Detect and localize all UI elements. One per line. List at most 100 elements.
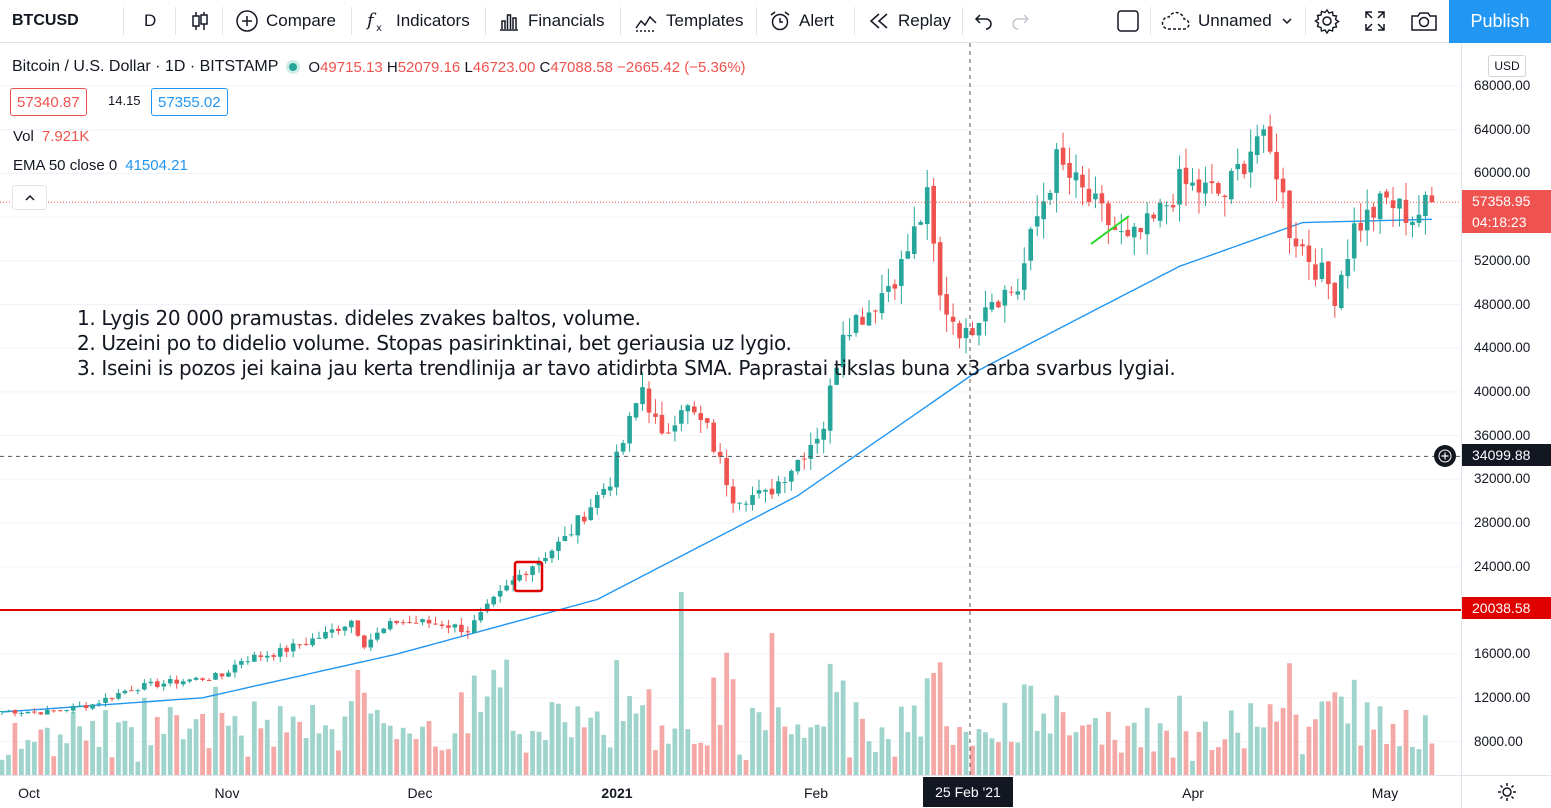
snapshot-button[interactable] (1410, 0, 1438, 42)
templates-label: Templates (666, 11, 744, 30)
volume-bar (879, 727, 885, 775)
price-chart[interactable] (0, 43, 1461, 775)
layout-selector[interactable]: Unnamed (1160, 0, 1294, 42)
candle-body (387, 621, 393, 630)
candle-body (1125, 229, 1131, 237)
candle-body (834, 367, 839, 385)
price-tick-label: 24000.00 (1474, 558, 1531, 574)
candle-body (905, 251, 911, 259)
collapse-legend-button[interactable] (12, 185, 47, 210)
candle-body (148, 681, 154, 684)
symbol-title[interactable]: Bitcoin / U.S. Dollar · 1D · BITSTAMP (12, 58, 279, 75)
volume-bar (1015, 742, 1021, 775)
volume-bar (963, 731, 969, 775)
volume-bar (57, 734, 63, 775)
price-axis[interactable]: USD 68000.0064000.0060000.0056000.005200… (1461, 43, 1551, 775)
chevron-up-icon (24, 194, 35, 201)
candle-body (899, 259, 904, 286)
fullscreen-button[interactable] (1363, 0, 1387, 42)
templates-button[interactable]: Templates (634, 0, 743, 42)
candle-body (400, 622, 406, 624)
volume-bar (1054, 695, 1060, 775)
volume-bar (937, 662, 943, 775)
volume-bar (1047, 733, 1053, 775)
volume-bar (1144, 707, 1150, 775)
candle-body (1216, 183, 1221, 194)
text-annotation[interactable]: 1. Lygis 20 000 pramustas. dideles zvake… (77, 306, 1176, 381)
candle-body (213, 673, 218, 680)
candle-body (1345, 259, 1351, 277)
undo-button[interactable] (974, 0, 994, 42)
candle-body (983, 307, 988, 322)
currency-button[interactable]: USD (1488, 55, 1526, 77)
volume-bar (704, 745, 710, 775)
volume-bar (517, 734, 522, 775)
sell-price-box[interactable]: 57340.87 (10, 88, 87, 116)
candle-body (64, 710, 69, 712)
price-tick-label: 32000.00 (1474, 471, 1531, 487)
volume-bar (1319, 701, 1325, 775)
candle-body (1067, 162, 1072, 178)
volume-bar (77, 726, 83, 775)
volume-bar (698, 742, 704, 775)
axis-settings-button[interactable] (1461, 775, 1551, 808)
alert-button[interactable]: Alert (769, 0, 834, 42)
price-tick-label: 60000.00 (1474, 165, 1531, 181)
time-label-nov: Nov (214, 785, 240, 801)
ema-legend[interactable]: EMA 50 close 0 41504.21 (13, 157, 188, 174)
fullscreen-select-button[interactable] (1116, 0, 1140, 42)
volume-bar (232, 716, 238, 775)
candle-body (659, 414, 665, 434)
candle-body (1099, 193, 1105, 204)
volume-bar (141, 697, 147, 775)
volume-bar (116, 722, 121, 775)
volume-bar (769, 633, 775, 775)
compare-button[interactable]: Compare (235, 0, 336, 42)
volume-bar (1325, 701, 1331, 775)
volume-legend[interactable]: Vol 7.921K (13, 128, 89, 145)
publish-button[interactable]: Publish (1449, 0, 1551, 43)
interval-selector[interactable]: D (144, 0, 156, 42)
add-alert-plus-button[interactable] (1434, 445, 1456, 467)
bar-chart-icon (500, 14, 518, 31)
volume-bar (148, 745, 154, 775)
candle-body (582, 516, 587, 522)
candle-body (1410, 221, 1415, 226)
redo-button[interactable] (1010, 0, 1030, 42)
volume-bar (478, 711, 484, 775)
time-axis[interactable]: Oct Nov Dec 2021 Feb Apr May 25 Feb '21 (0, 775, 1461, 808)
buy-price-box[interactable]: 57355.02 (151, 88, 228, 116)
volume-bar (1228, 710, 1234, 775)
volume-bar (1118, 752, 1124, 775)
volume-bar (885, 739, 891, 775)
candle-body (711, 422, 716, 452)
candle-body (679, 410, 684, 424)
price-tick-label: 68000.00 (1474, 78, 1531, 93)
symbol-search[interactable]: BTCUSD (12, 0, 79, 42)
candle-body (1313, 264, 1318, 280)
candle-body (1009, 291, 1014, 293)
replay-button[interactable]: Replay (868, 0, 951, 42)
volume-bar (685, 729, 691, 775)
volume-bar (892, 756, 898, 775)
volume-label: Vol (13, 128, 34, 145)
volume-bar (788, 734, 794, 775)
volume-bar (103, 710, 108, 775)
high-value: 52079.16 (397, 58, 461, 76)
ema-line (1, 218, 1432, 713)
financials-button[interactable]: Financials (498, 0, 605, 42)
volume-bar (1008, 741, 1014, 775)
candle-body (245, 661, 251, 663)
volume-bar (1041, 713, 1047, 775)
volume-bar (19, 748, 24, 775)
candle-body (336, 628, 341, 632)
volume-bar (530, 731, 535, 775)
candle-body (1416, 214, 1422, 223)
settings-button[interactable] (1314, 0, 1340, 42)
chart-pane[interactable] (0, 43, 1461, 775)
volume-bar (264, 719, 270, 775)
chart-style-button[interactable] (189, 0, 211, 42)
annotation-line-1: 1. Lygis 20 000 pramustas. dideles zvake… (77, 306, 641, 330)
